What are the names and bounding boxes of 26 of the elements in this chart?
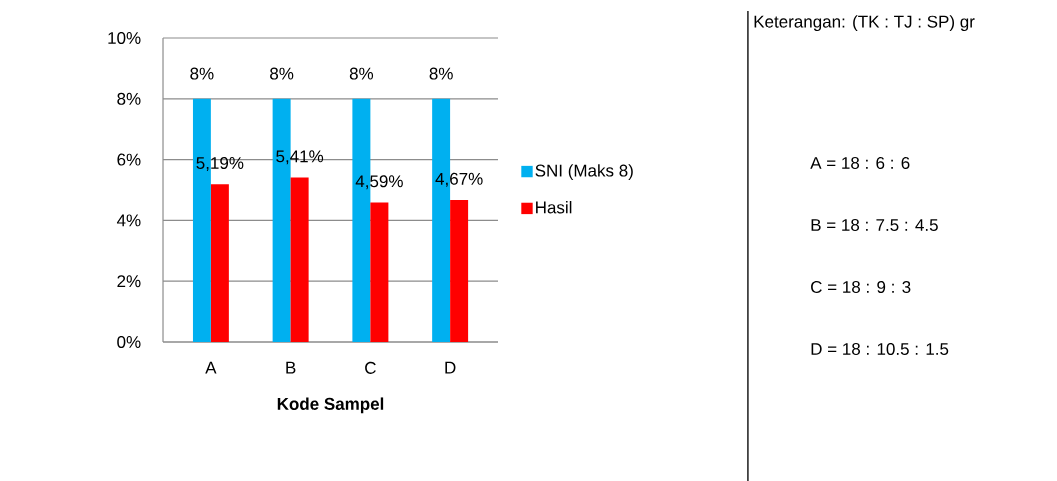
x-tick-label: B (286, 361, 296, 374)
x-tick-label: D (445, 361, 456, 374)
data-label: 8% (270, 67, 294, 80)
text: B = 18 : 7.5 : 4.5 (811, 218, 938, 232)
data-label: 8% (190, 67, 214, 80)
bar (450, 200, 469, 342)
text: D = 18 : 10.5 : 1.5 (811, 342, 949, 356)
y-tick-label: 2% (117, 275, 141, 288)
x-tick-label: A (205, 361, 217, 374)
y-tick-label: 0% (117, 335, 141, 349)
bar (210, 184, 229, 342)
x-axis-title: Kode Sampel (277, 397, 384, 414)
y-tick-label: 4% (116, 214, 141, 227)
y-tick-label: 8% (117, 92, 141, 105)
legend-label: Hasil (536, 201, 572, 214)
legend-label: SNI (Maks 8) (535, 164, 633, 180)
y-tick-label: 10% (108, 31, 141, 45)
text: C = 18 : 9 : 3 (811, 280, 911, 294)
bar (290, 177, 309, 342)
x-tick-label: C (365, 361, 376, 374)
text: A = 18 : 6 : 6 (810, 156, 910, 170)
data-label: 8% (429, 67, 453, 80)
data-label: 8% (349, 67, 374, 80)
bar (370, 202, 389, 342)
text: Keterangan: (TK : TJ : SP) gr (754, 15, 975, 32)
y-tick-label: 6% (117, 153, 141, 166)
